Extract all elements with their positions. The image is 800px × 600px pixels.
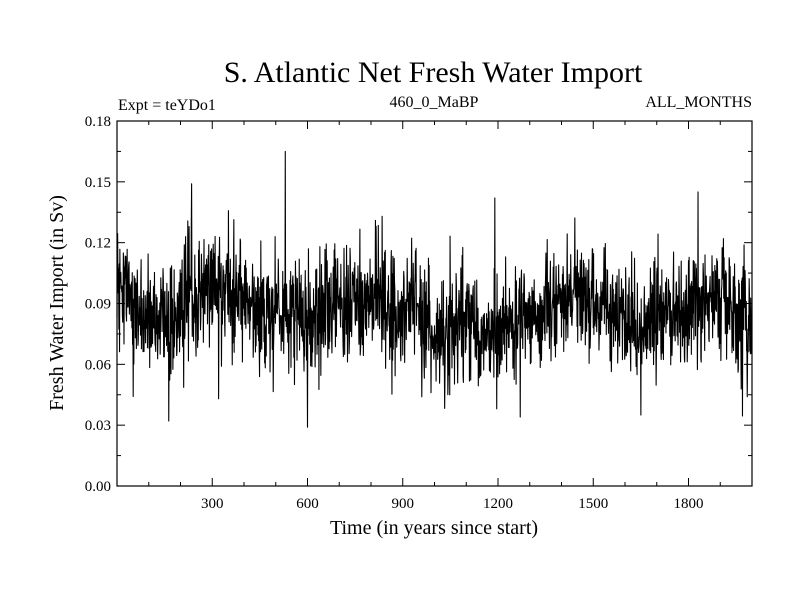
period-label: 460_0_MaBP [390, 94, 479, 111]
series-line [116, 150, 753, 428]
y-tick-label: 0.03 [85, 418, 111, 434]
x-axis-label: Time (in years since start) [330, 517, 538, 539]
y-tick-label: 0.15 [85, 175, 111, 191]
x-tick-label: 1200 [483, 496, 513, 512]
y-axis: 0.00 0.03 0.06 0.09 0.12 0.15 0.18 [85, 114, 752, 495]
x-tick-label: 1500 [578, 496, 608, 512]
months-label: ALL_MONTHS [645, 94, 752, 111]
y-tick-label: 0.06 [85, 357, 112, 373]
y-tick-label: 0.09 [85, 297, 111, 313]
y-axis-label: Fresh Water Import (in Sv) [46, 195, 68, 411]
x-tick-label: 300 [201, 496, 224, 512]
x-axis: 300 600 900 1200 1500 1800 [148, 121, 721, 512]
y-tick-label: 0.18 [85, 114, 111, 130]
x-tick-label: 1800 [674, 496, 704, 512]
y-tick-label: 0.00 [85, 479, 111, 495]
series-layer [116, 150, 753, 428]
experiment-label: Expt = teYDo1 [118, 97, 216, 114]
x-tick-label: 900 [392, 496, 415, 512]
chart-title: S. Atlantic Net Fresh Water Import [224, 56, 643, 89]
y-tick-label: 0.12 [85, 236, 111, 252]
x-tick-label: 600 [296, 496, 319, 512]
